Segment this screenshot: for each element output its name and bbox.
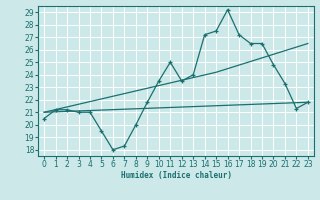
X-axis label: Humidex (Indice chaleur): Humidex (Indice chaleur) [121,171,231,180]
